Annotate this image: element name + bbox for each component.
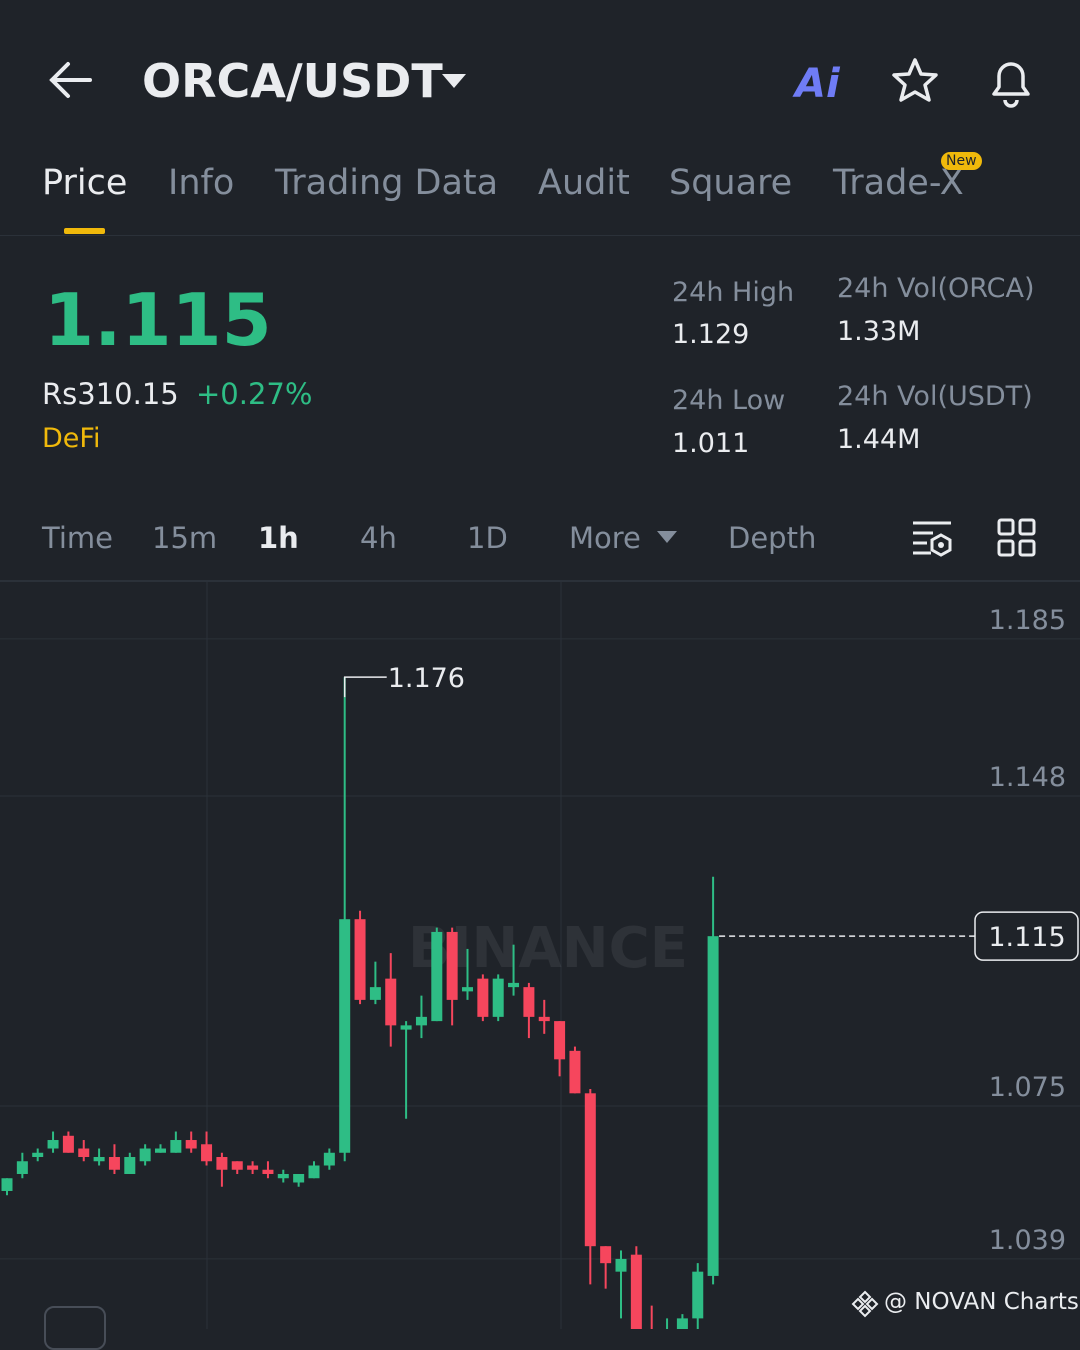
interval[interactable]: Time: [42, 521, 113, 555]
candle-body: [462, 987, 473, 992]
candle-body: [262, 1169, 274, 1174]
candle-body: [201, 1144, 213, 1162]
candle-body: [216, 1157, 228, 1170]
more-caret[interactable]: [656, 530, 678, 544]
max-marker-line: [343, 676, 387, 698]
footer-logo: [851, 1290, 879, 1318]
divider: [0, 580, 1080, 582]
tab[interactable]: Audit: [538, 163, 630, 203]
indicator-settings[interactable]: [910, 518, 954, 560]
candle-body: [492, 978, 504, 1017]
y-tick-label: 1.039: [989, 1225, 1066, 1256]
layout-button[interactable]: [997, 518, 1037, 558]
candle-body: [93, 1157, 105, 1162]
candle-body: [277, 1173, 289, 1179]
candle-body: [47, 1140, 59, 1149]
new-badge: New: [941, 152, 982, 170]
candle-body: [385, 978, 397, 1026]
interval[interactable]: 1h: [258, 521, 299, 555]
divider: [0, 235, 1080, 236]
candle-body: [185, 1140, 197, 1149]
candle-body: [477, 978, 489, 1017]
expand-button[interactable]: [44, 1306, 106, 1350]
footer-credit: @ NOVAN Charts: [884, 1289, 1079, 1315]
back-button[interactable]: [46, 60, 94, 100]
tab[interactable]: Info: [168, 163, 235, 203]
max-marker-label: 1.176: [388, 663, 465, 694]
candle-body: [247, 1165, 259, 1170]
price-change: +0.27%: [196, 377, 313, 411]
candle-body: [446, 931, 458, 1000]
last-price: 1.115: [44, 278, 272, 362]
candle-body: [676, 1318, 688, 1329]
stat-label: 24h High: [672, 277, 795, 308]
candle-body: [415, 1016, 427, 1026]
candle-body: [78, 1148, 90, 1158]
tab[interactable]: Trading Data: [275, 163, 499, 203]
tab[interactable]: Square: [669, 163, 793, 203]
stat-value: 1.33M: [837, 316, 921, 347]
candle-body: [155, 1148, 166, 1153]
y-tick-label: 1.075: [989, 1072, 1066, 1103]
candle-body: [32, 1152, 44, 1158]
candle-body: [293, 1173, 305, 1183]
candle-body: [231, 1161, 243, 1170]
candle-body: [354, 919, 366, 1000]
candle-body: [170, 1140, 182, 1153]
stat-value: 1.44M: [837, 424, 921, 455]
y-tick-label: 1.148: [989, 762, 1066, 793]
candle-body: [339, 919, 351, 1153]
tab[interactable]: Price: [42, 163, 128, 203]
candle-body: [523, 987, 535, 1017]
candle-body: [569, 1050, 581, 1094]
candle-body: [308, 1165, 320, 1179]
candle-body: [108, 1157, 120, 1170]
candle-body: [615, 1258, 627, 1272]
tab[interactable]: Trade-X: [833, 163, 964, 203]
interval[interactable]: 1D: [467, 521, 508, 555]
candle-body: [508, 982, 520, 988]
stat-label: 24h Vol(USDT): [837, 381, 1033, 412]
candle-body: [323, 1152, 335, 1166]
candle-body: [124, 1157, 136, 1174]
stat-label: 24h Vol(ORCA): [837, 273, 1035, 304]
pair-caret[interactable]: [440, 72, 468, 90]
current-price-box: [974, 911, 1079, 961]
ai-button[interactable]: Ai: [795, 61, 840, 107]
tag[interactable]: DeFi: [42, 423, 101, 454]
candle-body: [584, 1093, 596, 1247]
candle-body: [400, 1025, 412, 1030]
candle-body: [16, 1161, 28, 1174]
candle-body: [707, 936, 719, 1276]
interval[interactable]: More: [569, 521, 641, 555]
candle-body: [600, 1246, 612, 1264]
interval[interactable]: Depth: [728, 521, 817, 555]
alert-button[interactable]: [986, 54, 1036, 108]
candle-body: [1, 1178, 13, 1191]
candle-body: [139, 1148, 151, 1162]
current-price-label: 1.115: [988, 922, 1065, 953]
candle-body: [431, 931, 443, 1022]
pair-title[interactable]: ORCA/USDT: [142, 54, 443, 108]
interval[interactable]: 15m: [152, 521, 218, 555]
active-tab-indicator: [64, 228, 105, 234]
candle-body: [369, 987, 381, 1000]
favorite-button[interactable]: [890, 56, 940, 106]
stat-value: 1.011: [672, 428, 750, 459]
candle-body: [62, 1135, 74, 1153]
interval[interactable]: 4h: [360, 521, 397, 555]
fiat-price: Rs310.15: [42, 377, 179, 411]
candle-body: [630, 1254, 642, 1329]
stat-value: 1.129: [672, 319, 750, 350]
y-tick-label: 1.185: [989, 605, 1066, 636]
candle-body: [538, 1016, 550, 1022]
stat-label: 24h Low: [672, 385, 786, 416]
candle-body: [692, 1271, 704, 1319]
candle-body: [554, 1021, 566, 1060]
